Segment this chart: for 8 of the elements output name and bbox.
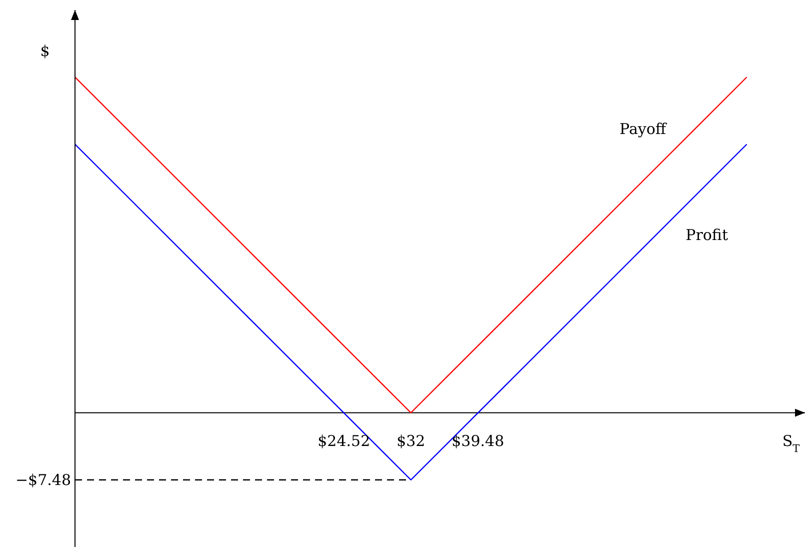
x-tick-label: $39.48 (452, 432, 504, 450)
y-axis-title: $ (40, 42, 50, 60)
x-axis-title: S$_{T}$ (782, 432, 800, 455)
series-label: Profit (686, 226, 728, 244)
x-tick-label: $24.52 (318, 432, 370, 450)
x-tick-label: $32 (396, 432, 426, 450)
annotation: −$7.48 (15, 470, 71, 489)
series-label: Payoff (620, 120, 668, 138)
